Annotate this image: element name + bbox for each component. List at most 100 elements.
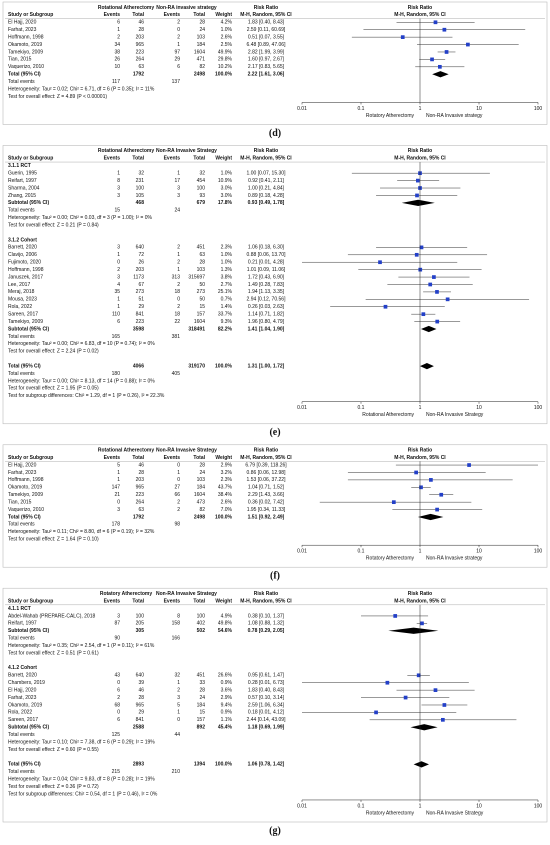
cell-n1: 640 bbox=[136, 245, 145, 251]
cell-n2: 24 bbox=[199, 470, 205, 476]
ci-text: 2.22 [1.61, 3.06] bbox=[248, 72, 285, 78]
note: Heterogeneity: Tau² = 0.04; Chi² = 9.83,… bbox=[8, 777, 155, 783]
cell-n1: 46 bbox=[138, 462, 144, 468]
cell-e2: 0 bbox=[177, 477, 180, 483]
estimate-square bbox=[433, 688, 438, 693]
cell-e1: 87 bbox=[114, 621, 120, 627]
cell-n1: 67 bbox=[138, 282, 144, 288]
column-header: Events bbox=[104, 598, 121, 604]
study-name: Tamekiyo, 2009 bbox=[8, 319, 43, 325]
cell-weight: 0.7% bbox=[221, 297, 233, 303]
estimate-square bbox=[419, 245, 424, 250]
x-tick-label: 0.1 bbox=[358, 803, 365, 809]
ci-text: 0.36 [0.02, 7.42] bbox=[248, 499, 285, 505]
favours-left: Rotational Atherectomy bbox=[362, 412, 414, 418]
rr-method: M-H, Random, 95% CI bbox=[240, 598, 292, 604]
cell-n2: 473 bbox=[197, 499, 206, 505]
cell-e1: 6 bbox=[117, 20, 120, 26]
cell-n2: 451 bbox=[197, 245, 206, 251]
ci-text: 2.82 [1.99, 3.99] bbox=[248, 49, 285, 55]
study-name: Okamoto, 2019 bbox=[8, 42, 42, 48]
estimate-square bbox=[439, 492, 444, 497]
cell-n1: 51 bbox=[138, 297, 144, 303]
study-name: Hoffmann, 1998 bbox=[8, 477, 44, 483]
column-header: Total bbox=[193, 598, 205, 604]
pooled-label: Subtotal (95% CI) bbox=[8, 326, 49, 332]
cell-n1: 223 bbox=[136, 319, 145, 325]
study-name: Sareen, 2017 bbox=[8, 717, 38, 723]
ci-text: 0.28 [0.01, 6.73] bbox=[248, 680, 285, 686]
cell-e2: 1 bbox=[177, 267, 180, 273]
estimate-square bbox=[445, 297, 450, 302]
ci-text: 2.44 [0.14, 43.09] bbox=[247, 717, 287, 723]
rr-title: Risk Ratio bbox=[408, 448, 432, 454]
cell-weight: 1.4% bbox=[221, 304, 233, 310]
pooled-diamond bbox=[420, 362, 434, 370]
pooled-label: Subtotal (95% CI) bbox=[8, 725, 49, 731]
estimate-square bbox=[466, 42, 470, 47]
cell-n1: 29 bbox=[138, 710, 144, 716]
estimate-square bbox=[374, 710, 378, 715]
cell-weight: 25.1% bbox=[218, 289, 233, 295]
group-header: Rotational Atherectomy bbox=[98, 5, 154, 11]
cell-weight: 26.6% bbox=[218, 673, 233, 679]
cell-e2: 2 bbox=[177, 20, 180, 26]
cell-e2: 3 bbox=[177, 193, 180, 199]
cell-n1: 264 bbox=[136, 57, 145, 63]
cell-n1: 46 bbox=[138, 20, 144, 26]
cell-n2: 103 bbox=[197, 267, 206, 273]
study-name: Hoffmann, 1998 bbox=[8, 267, 44, 273]
pooled-label: Total (95% CI) bbox=[8, 72, 41, 78]
cell-n1: 2893 bbox=[133, 762, 144, 768]
x-tick-label: 0.1 bbox=[358, 405, 365, 411]
cell-n2: 402 bbox=[197, 621, 206, 627]
cell-e2: 2 bbox=[177, 34, 180, 40]
cell-e1: 4 bbox=[117, 282, 120, 288]
ci-text: 1.31 [1.00, 1.72] bbox=[248, 363, 285, 369]
panel-label: (f) bbox=[270, 571, 280, 582]
rr-title: Risk Ratio bbox=[408, 5, 432, 11]
study-name: El Hajj, 2020 bbox=[8, 20, 37, 26]
cell-n2: 28 bbox=[199, 20, 205, 26]
forest-panel: Rotatory Atherectomy Non-RA Invasive Stra… bbox=[2, 587, 548, 836]
cell-e1: 1 bbox=[117, 252, 120, 258]
cell-weight: 2.9% bbox=[221, 695, 233, 701]
cell-e2: 405 bbox=[172, 371, 181, 377]
cell-e2: 2 bbox=[177, 507, 180, 513]
cell-e1: 1 bbox=[117, 470, 120, 476]
cell-n2: 15 bbox=[199, 304, 205, 310]
study-name: Rola, 2022 bbox=[8, 304, 32, 310]
cell-n1: 105 bbox=[136, 193, 145, 199]
cell-e1: 110 bbox=[112, 311, 120, 317]
pooled-diamond bbox=[413, 761, 429, 768]
pooled-diamond bbox=[432, 71, 449, 78]
study-name: Hoffmann, 1998 bbox=[8, 34, 44, 40]
cell-e2: 18 bbox=[174, 289, 180, 295]
x-tick-label: 10 bbox=[476, 106, 482, 112]
subgroup-heading: 4.1.1 RCT bbox=[8, 606, 31, 612]
cell-e2: 2 bbox=[177, 687, 180, 693]
column-header: Total bbox=[132, 598, 144, 604]
pooled-diamond bbox=[417, 513, 444, 521]
rr-method: M-H, Random, 95% CI bbox=[240, 455, 292, 461]
rr-method: M-H, Random, 95% CI bbox=[394, 455, 446, 461]
cell-e1: 125 bbox=[112, 732, 121, 738]
cell-n2: 100 bbox=[197, 185, 206, 191]
cell-n2: 93 bbox=[199, 193, 205, 199]
cell-e2: 381 bbox=[172, 334, 181, 340]
ci-text: 6.79 [0.39, 118.26] bbox=[245, 462, 287, 468]
cell-n2: 1394 bbox=[194, 762, 205, 768]
cell-n2: 502 bbox=[197, 628, 206, 634]
cell-e1: 165 bbox=[112, 334, 121, 340]
rr-title: Risk Ratio bbox=[254, 148, 278, 154]
ci-text: 0.26 [0.03, 2.63] bbox=[248, 304, 285, 310]
cell-weight: 1.1% bbox=[221, 717, 233, 723]
cell-e2: 2 bbox=[177, 260, 180, 266]
study-name: Tamekiyo, 2009 bbox=[8, 49, 43, 55]
ci-text: 1.51 [0.92, 2.49] bbox=[248, 514, 285, 520]
column-header: Total bbox=[193, 455, 205, 461]
ci-text: 1.04 [0.71, 1.52] bbox=[248, 485, 285, 491]
estimate-square bbox=[433, 20, 438, 25]
cell-n1: 205 bbox=[136, 621, 145, 627]
cell-n1: 965 bbox=[136, 42, 145, 48]
